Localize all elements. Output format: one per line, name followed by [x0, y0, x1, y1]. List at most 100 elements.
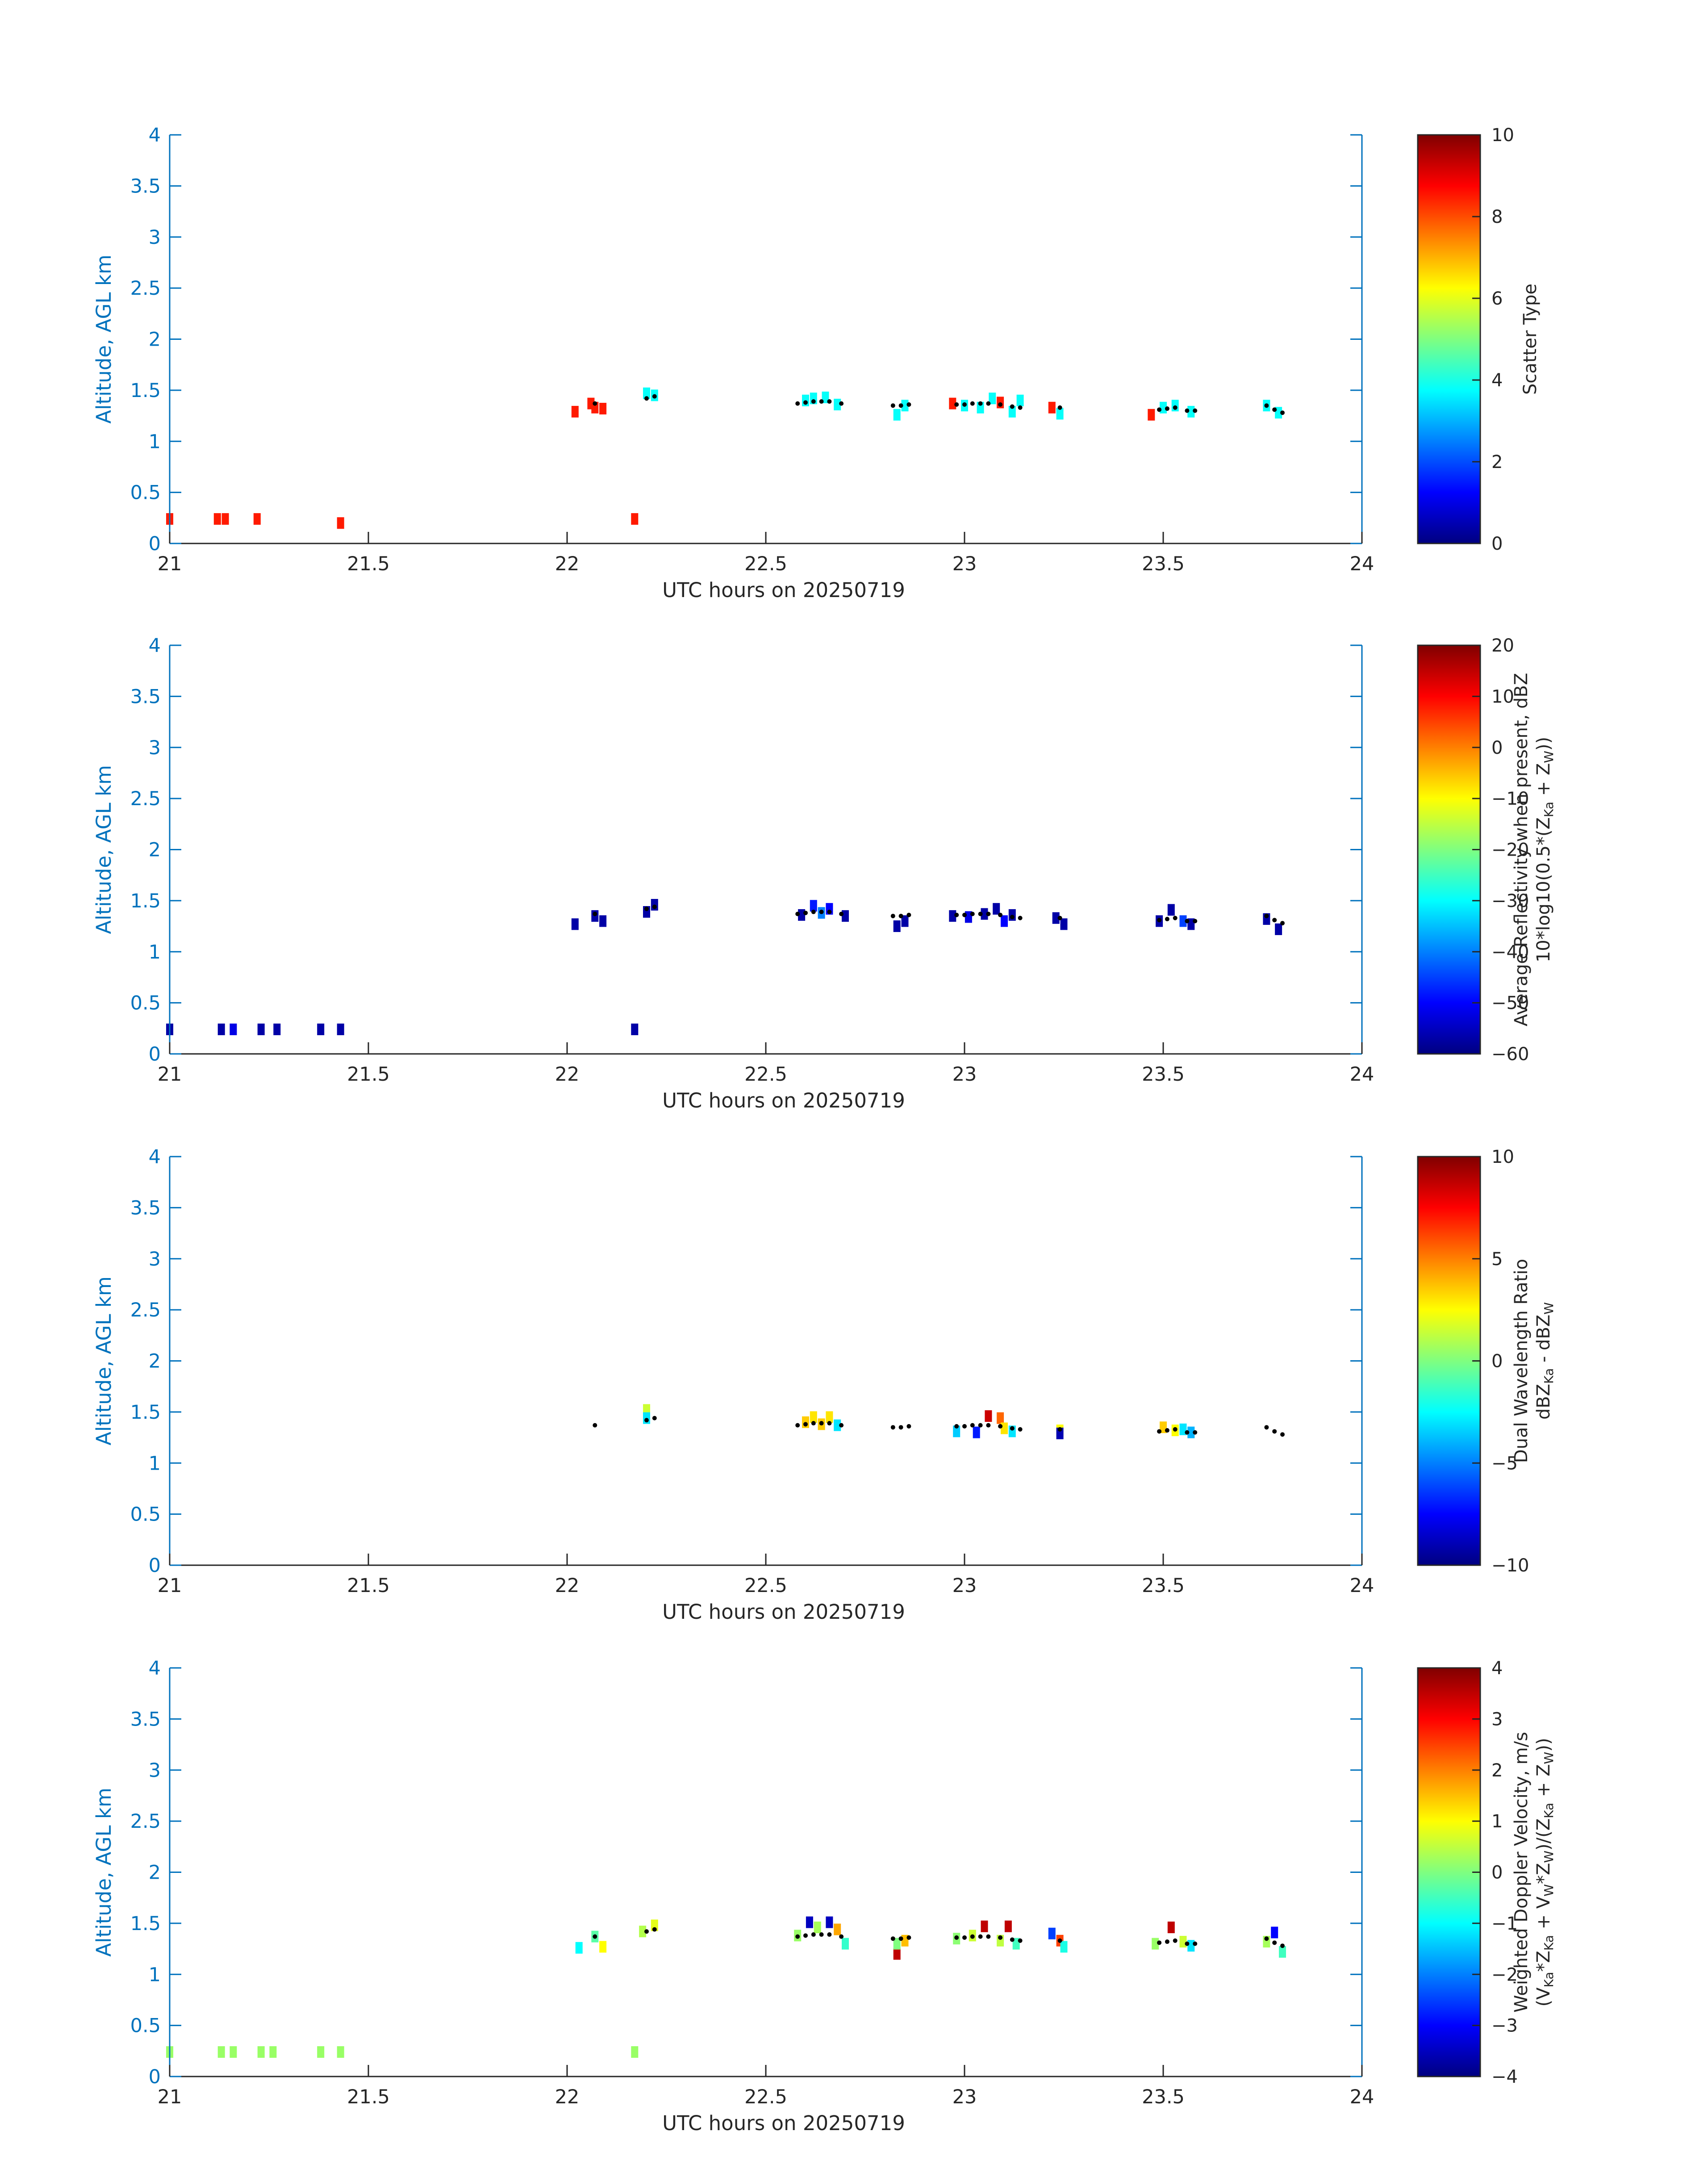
data-cell	[1052, 912, 1060, 924]
colorbar-label: Dual Wavelength Ratio	[1511, 1259, 1532, 1463]
cloud-base-point	[1193, 408, 1198, 413]
colorbar-tick-label: 10	[1491, 1147, 1514, 1167]
x-tick-label: 23	[952, 1575, 977, 1597]
formula-part: dBZ	[1533, 1384, 1554, 1420]
cloud-base-point	[811, 399, 816, 404]
data-cell	[1187, 1940, 1195, 1952]
cloud-base-point	[962, 402, 967, 407]
cloud-base-point	[1018, 1938, 1023, 1943]
data-cell	[337, 1024, 344, 1036]
cloud-base-point	[998, 1935, 1003, 1940]
data-cell	[1187, 1426, 1195, 1438]
data-cell	[989, 393, 996, 405]
formula-subscript: Ka	[1541, 1972, 1556, 1987]
cloud-base-point	[839, 911, 844, 916]
cloud-base-point	[890, 914, 895, 919]
colorbar-tick-label: −1	[1491, 1914, 1518, 1934]
colorbar-gradient	[1417, 134, 1481, 544]
data-cell	[230, 2046, 237, 2058]
cloud-base-point	[1185, 1941, 1190, 1946]
cloud-base-point	[795, 1423, 800, 1428]
data-cell	[985, 1410, 992, 1422]
cloud-base-point	[970, 911, 975, 916]
x-tick-label: 22.5	[744, 553, 787, 575]
cloud-base-point	[652, 904, 657, 909]
formula-part: 10*log10(0.5*(Z	[1533, 817, 1554, 962]
cloud-base-point	[1057, 915, 1062, 920]
y-tick-label: 4	[149, 1146, 161, 1168]
colorbar-gradient	[1417, 644, 1481, 1055]
data-cell	[571, 405, 579, 418]
cloud-base-point	[1264, 1425, 1269, 1430]
y-tick-label: 4	[149, 635, 161, 657]
x-tick-label: 22.5	[744, 1575, 787, 1597]
cloud-base-point	[986, 1934, 991, 1939]
cloud-base-point	[644, 396, 649, 401]
x-axis-label: UTC hours on 20250719	[662, 1089, 905, 1112]
data-cell	[810, 900, 817, 912]
cloud-base-point	[593, 1423, 597, 1428]
colorbar-tick-label: −50	[1491, 993, 1529, 1014]
y-tick-label: 1	[149, 430, 161, 453]
formula-part: + V	[1533, 1896, 1554, 1935]
x-tick-label: 21	[158, 2086, 182, 2108]
x-tick-label: 24	[1350, 553, 1374, 575]
y-tick-label: 1.5	[130, 890, 161, 912]
cloud-base-point	[644, 1929, 649, 1934]
cloud-base-point	[811, 1421, 816, 1426]
formula-part: *Z	[1533, 1863, 1554, 1884]
y-tick-label: 1	[149, 941, 161, 963]
cloud-base-point	[1057, 405, 1062, 410]
cloud-base-point	[954, 1424, 959, 1429]
colorbar-tick-label: 0	[1491, 1351, 1503, 1372]
data-cell	[217, 2046, 225, 2058]
cloud-base-point	[827, 1932, 832, 1937]
data-cell	[1008, 405, 1016, 418]
cloud-base-point	[593, 911, 597, 916]
data-cell	[213, 513, 221, 525]
cloud-base-point	[795, 911, 800, 916]
cloud-base-point	[986, 911, 991, 916]
data-cell	[317, 2046, 325, 2058]
cloud-base-point	[978, 911, 983, 916]
colorbar-tick-label: −10	[1491, 789, 1529, 809]
y-tick-label: 1	[149, 1964, 161, 1986]
data-cell	[834, 398, 841, 410]
colorbar-tick-label: 4	[1491, 1658, 1503, 1679]
cloud-base-point	[890, 403, 895, 408]
data-cell	[1187, 405, 1195, 418]
x-tick-label: 21.5	[347, 1063, 390, 1086]
colorbar: 0 2 4 6 8 10 Scatter Type	[1417, 125, 1541, 554]
y-tick-label: 2.5	[130, 1299, 161, 1321]
cloud-base-point	[819, 910, 824, 915]
colorbar-label: Weighted Doppler Velocity, m/s	[1511, 1732, 1532, 2013]
y-tick-label: 2.5	[130, 1810, 161, 1833]
data-cell	[257, 2046, 265, 2058]
formula-subscript: W	[1541, 1851, 1556, 1863]
x-tick-label: 24	[1350, 1575, 1374, 1597]
cloud-base-point	[652, 1927, 657, 1932]
data-cell	[842, 910, 849, 922]
data-cell	[826, 1411, 833, 1423]
x-tick-label: 22	[555, 2086, 580, 2108]
formula-subscript: Ka	[1541, 1803, 1556, 1818]
cloud-base-point	[906, 912, 911, 917]
data-cell	[834, 1923, 841, 1935]
data-cell	[273, 1024, 281, 1036]
formula-part: - dBZ	[1533, 1315, 1554, 1368]
colorbar-tick-label: 6	[1491, 288, 1503, 309]
colorbar-tick-label: 8	[1491, 207, 1503, 227]
y-tick-label: 2	[149, 1350, 161, 1373]
cloud-base-point	[954, 912, 959, 917]
cloud-base-point	[1165, 1939, 1169, 1944]
data-cell	[814, 1922, 821, 1934]
data-cell	[993, 903, 1000, 915]
colorbar-label-formula: 10*log10(0.5*(ZKa + ZW))	[1533, 737, 1556, 962]
cloud-base-point	[1018, 1427, 1023, 1432]
formula-part: *Z	[1533, 1951, 1554, 1972]
cloud-base-point	[1185, 1430, 1190, 1435]
y-tick-label: 2	[149, 329, 161, 351]
cloud-base-point	[970, 1423, 975, 1428]
data-cell	[810, 1411, 817, 1423]
